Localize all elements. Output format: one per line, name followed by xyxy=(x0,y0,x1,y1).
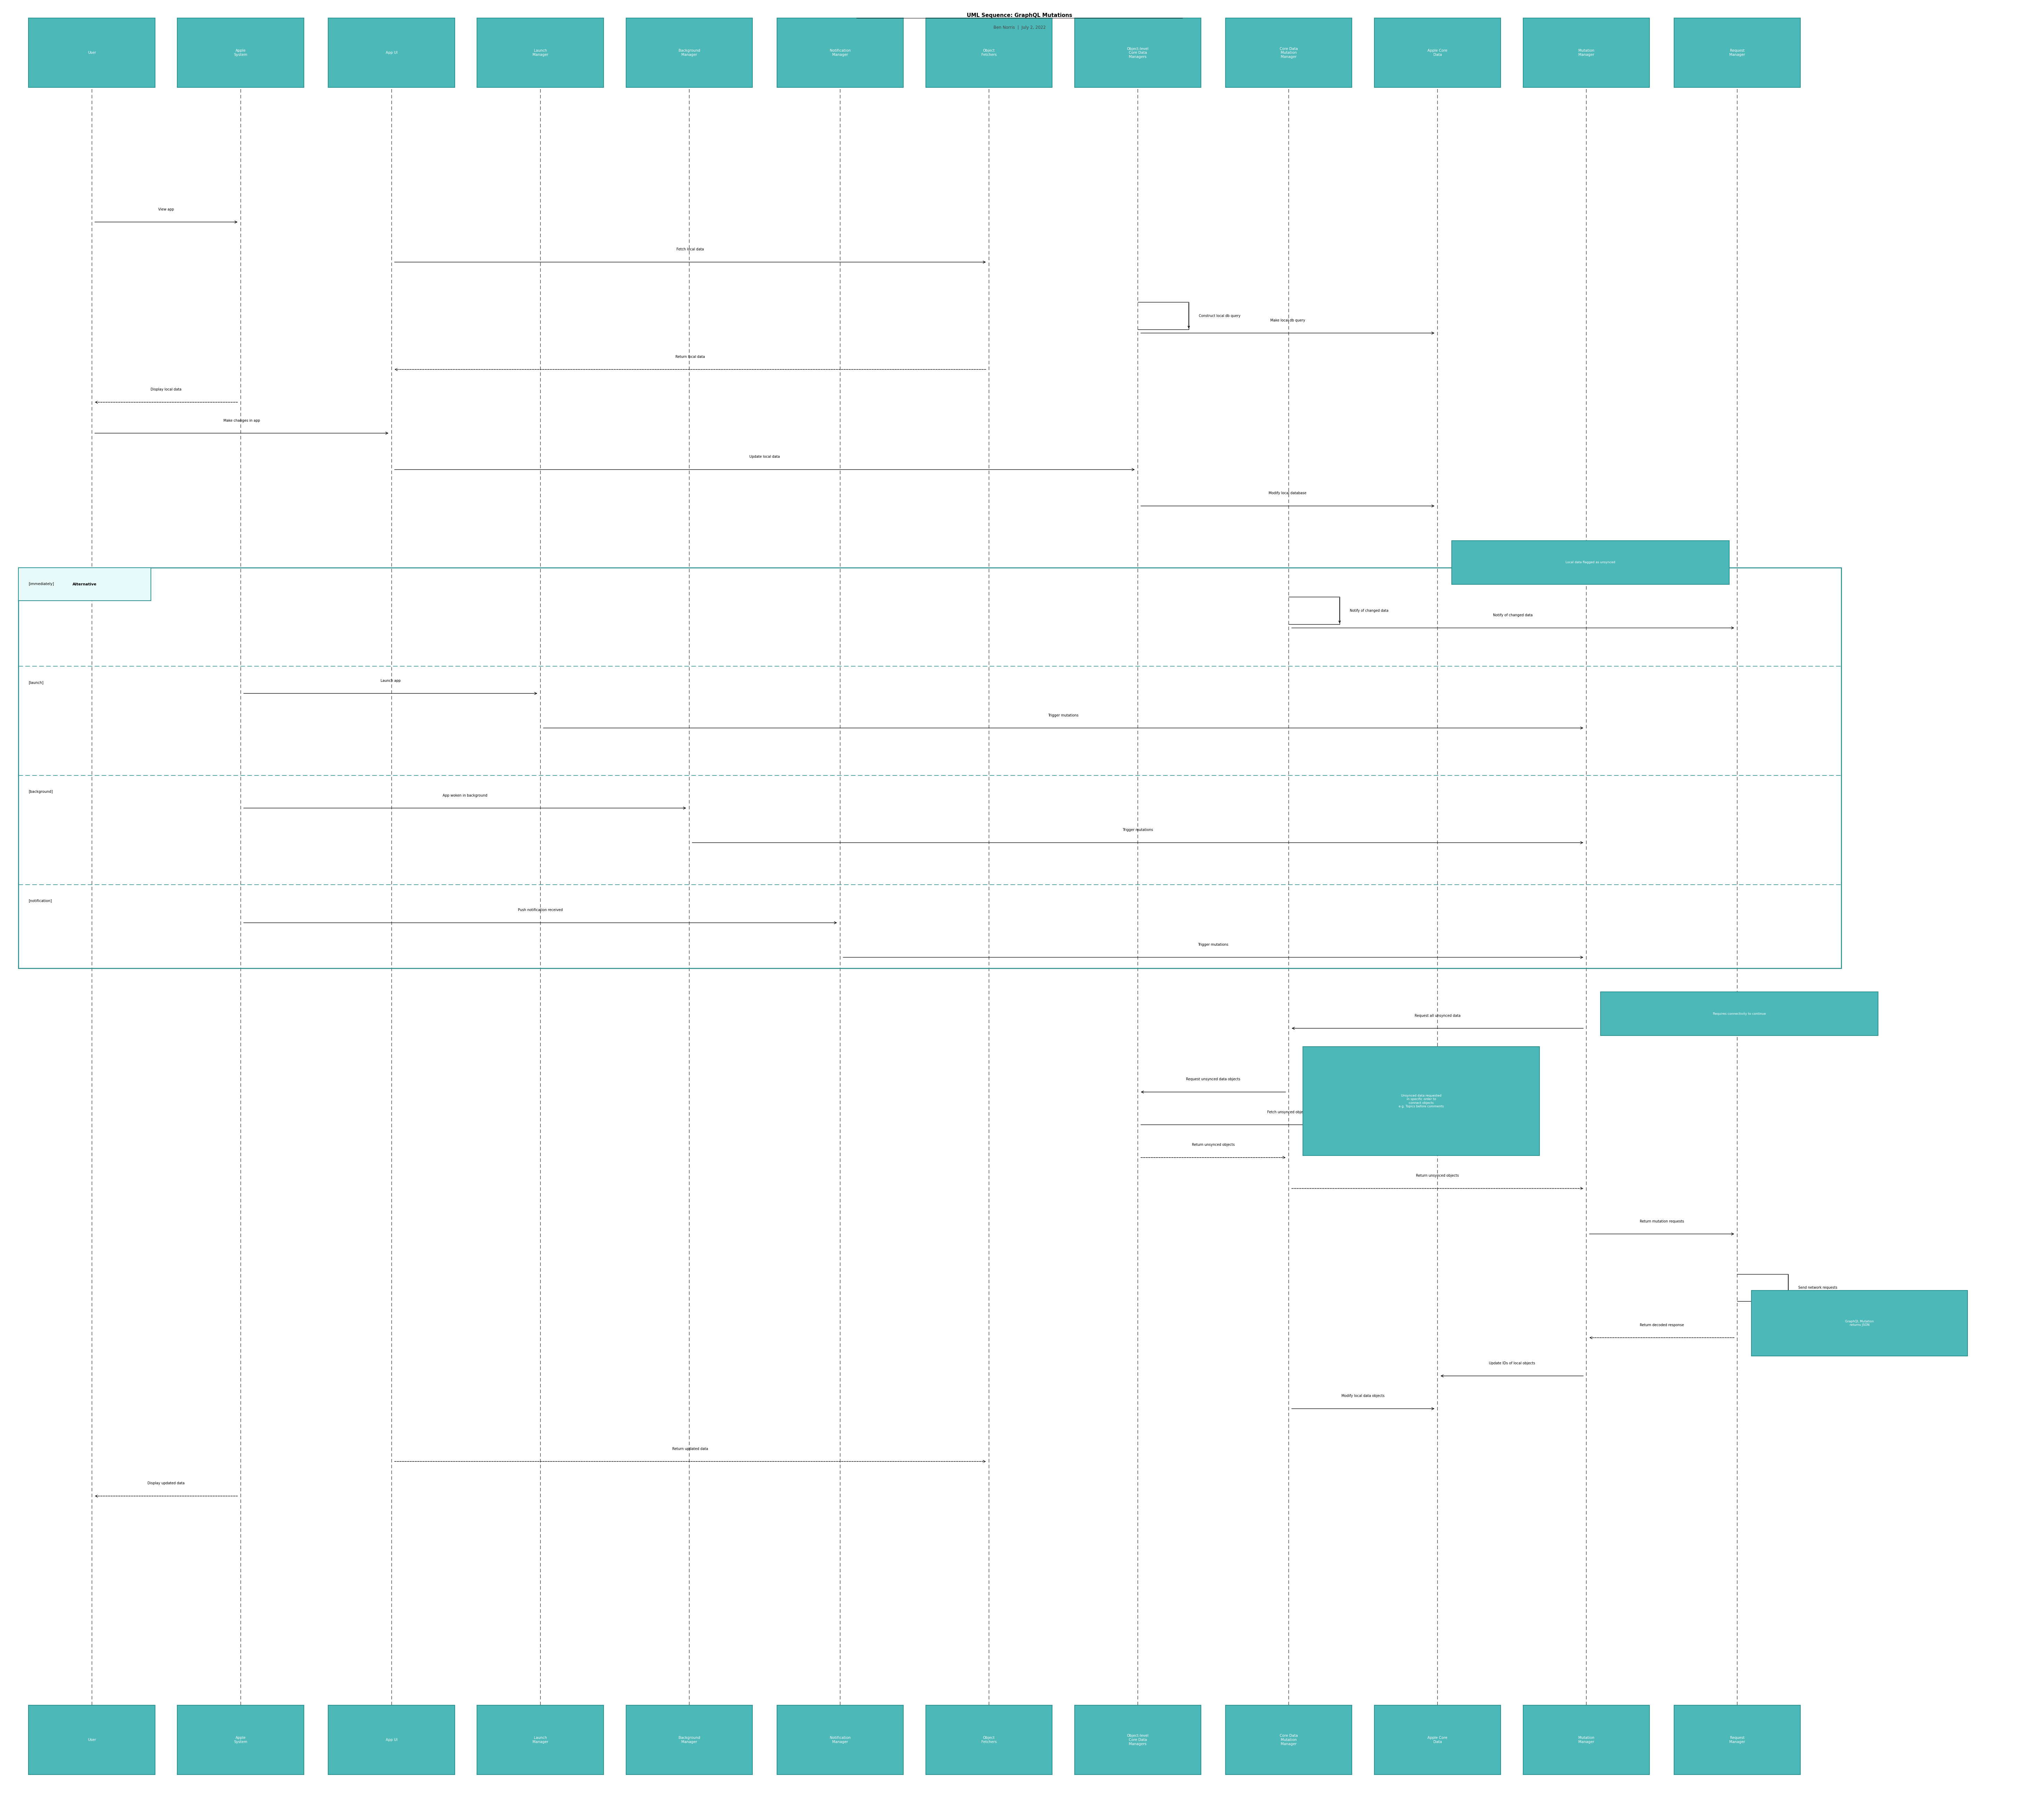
FancyBboxPatch shape xyxy=(626,1705,752,1774)
FancyBboxPatch shape xyxy=(777,1705,903,1774)
Text: Notify of changed data: Notify of changed data xyxy=(1493,613,1533,617)
Text: Make changes in app: Make changes in app xyxy=(224,419,259,422)
FancyBboxPatch shape xyxy=(1601,992,1878,1036)
FancyBboxPatch shape xyxy=(1374,1705,1501,1774)
Text: User: User xyxy=(88,51,96,55)
FancyBboxPatch shape xyxy=(1303,1046,1539,1156)
Text: Update local data: Update local data xyxy=(748,455,781,459)
Text: Return unsynced objects: Return unsynced objects xyxy=(1191,1143,1236,1147)
FancyBboxPatch shape xyxy=(1075,1705,1201,1774)
Text: Fetch local data: Fetch local data xyxy=(677,248,703,251)
FancyBboxPatch shape xyxy=(18,568,151,601)
FancyBboxPatch shape xyxy=(477,1705,604,1774)
Text: Display local data: Display local data xyxy=(151,388,181,391)
FancyBboxPatch shape xyxy=(1225,1705,1352,1774)
FancyBboxPatch shape xyxy=(1225,18,1352,87)
Text: Modify local data objects: Modify local data objects xyxy=(1342,1394,1384,1398)
FancyBboxPatch shape xyxy=(328,18,455,87)
Text: Mutation
Manager: Mutation Manager xyxy=(1578,1736,1594,1744)
FancyBboxPatch shape xyxy=(177,18,304,87)
Text: Apple Core
Data: Apple Core Data xyxy=(1427,49,1448,56)
Text: Apple
System: Apple System xyxy=(234,49,247,56)
Text: Display updated data: Display updated data xyxy=(147,1481,186,1485)
Text: Request
Manager: Request Manager xyxy=(1729,1736,1745,1744)
Text: Return unsynced objects: Return unsynced objects xyxy=(1415,1174,1460,1178)
FancyBboxPatch shape xyxy=(926,1705,1052,1774)
Text: Request all unsynced data: Request all unsynced data xyxy=(1415,1014,1460,1017)
Text: Trigger mutations: Trigger mutations xyxy=(1048,713,1079,717)
Text: Unsynced data requested
in specific order to
connect objects
e.g. Topics before : Unsynced data requested in specific orde… xyxy=(1399,1094,1444,1108)
Text: [notification]: [notification] xyxy=(29,899,51,903)
FancyBboxPatch shape xyxy=(1523,18,1650,87)
Text: Requires connectivity to continue: Requires connectivity to continue xyxy=(1713,1012,1766,1016)
Text: Send network requests: Send network requests xyxy=(1798,1287,1837,1289)
FancyBboxPatch shape xyxy=(626,18,752,87)
FancyBboxPatch shape xyxy=(777,18,903,87)
Text: Local data flagged as unsynced: Local data flagged as unsynced xyxy=(1566,561,1615,564)
Text: Ben Norris  |  July 2, 2022: Ben Norris | July 2, 2022 xyxy=(993,25,1046,29)
Text: Push notification received: Push notification received xyxy=(518,908,563,912)
FancyBboxPatch shape xyxy=(29,1705,155,1774)
Text: Construct local db query: Construct local db query xyxy=(1199,315,1240,317)
Text: Mutation
Manager: Mutation Manager xyxy=(1578,49,1594,56)
Text: Request
Manager: Request Manager xyxy=(1729,49,1745,56)
Text: Fetch unsynced objects: Fetch unsynced objects xyxy=(1268,1110,1307,1114)
FancyBboxPatch shape xyxy=(1752,1290,1968,1356)
Text: Background
Manager: Background Manager xyxy=(679,49,699,56)
Text: Return decoded response: Return decoded response xyxy=(1639,1323,1684,1327)
Text: Launch
Manager: Launch Manager xyxy=(532,49,548,56)
Text: Trigger mutations: Trigger mutations xyxy=(1123,828,1152,832)
Text: Return local data: Return local data xyxy=(675,355,705,359)
Text: Launch app: Launch app xyxy=(381,679,400,682)
FancyBboxPatch shape xyxy=(177,1705,304,1774)
Text: Trigger mutations: Trigger mutations xyxy=(1199,943,1227,946)
Text: Request unsynced data objects: Request unsynced data objects xyxy=(1187,1077,1240,1081)
Text: App UI: App UI xyxy=(385,1738,398,1742)
FancyBboxPatch shape xyxy=(477,18,604,87)
Text: Apple Core
Data: Apple Core Data xyxy=(1427,1736,1448,1744)
Text: [launch]: [launch] xyxy=(29,681,43,684)
Text: Return mutation requests: Return mutation requests xyxy=(1639,1219,1684,1223)
Text: User: User xyxy=(88,1738,96,1742)
FancyBboxPatch shape xyxy=(926,18,1052,87)
Text: Object-level
Core Data
Managers: Object-level Core Data Managers xyxy=(1128,1734,1148,1745)
Text: App woken in background: App woken in background xyxy=(442,794,487,797)
Text: App UI: App UI xyxy=(385,51,398,55)
FancyBboxPatch shape xyxy=(1674,1705,1800,1774)
Text: Core Data
Mutation
Manager: Core Data Mutation Manager xyxy=(1280,47,1297,58)
Text: View app: View app xyxy=(159,207,173,211)
Text: Update IDs of local objects: Update IDs of local objects xyxy=(1488,1361,1535,1365)
FancyBboxPatch shape xyxy=(1075,18,1201,87)
Text: Launch
Manager: Launch Manager xyxy=(532,1736,548,1744)
Text: Object-level
Core Data
Managers: Object-level Core Data Managers xyxy=(1128,47,1148,58)
FancyBboxPatch shape xyxy=(1523,1705,1650,1774)
Text: Modify local database: Modify local database xyxy=(1268,491,1307,495)
Text: Notification
Manager: Notification Manager xyxy=(830,49,850,56)
Text: Return updated data: Return updated data xyxy=(673,1447,708,1451)
Text: Make local db query: Make local db query xyxy=(1270,318,1305,322)
Text: Object
Fetchers: Object Fetchers xyxy=(981,1736,997,1744)
FancyBboxPatch shape xyxy=(29,18,155,87)
Text: Notify of changed data: Notify of changed data xyxy=(1350,610,1389,612)
FancyBboxPatch shape xyxy=(1374,18,1501,87)
FancyBboxPatch shape xyxy=(1674,18,1800,87)
Text: GraphQL Mutation
returns JSON: GraphQL Mutation returns JSON xyxy=(1845,1320,1874,1327)
Text: Notification
Manager: Notification Manager xyxy=(830,1736,850,1744)
Text: [background]: [background] xyxy=(29,790,53,794)
Text: Core Data
Mutation
Manager: Core Data Mutation Manager xyxy=(1280,1734,1297,1745)
Text: UML Sequence: GraphQL Mutations: UML Sequence: GraphQL Mutations xyxy=(966,13,1073,18)
FancyBboxPatch shape xyxy=(1452,541,1729,584)
Text: Alternative: Alternative xyxy=(73,582,96,586)
FancyBboxPatch shape xyxy=(328,1705,455,1774)
Text: [immediately]: [immediately] xyxy=(29,582,55,586)
Text: Background
Manager: Background Manager xyxy=(679,1736,699,1744)
Text: Apple
System: Apple System xyxy=(234,1736,247,1744)
Text: Object
Fetchers: Object Fetchers xyxy=(981,49,997,56)
